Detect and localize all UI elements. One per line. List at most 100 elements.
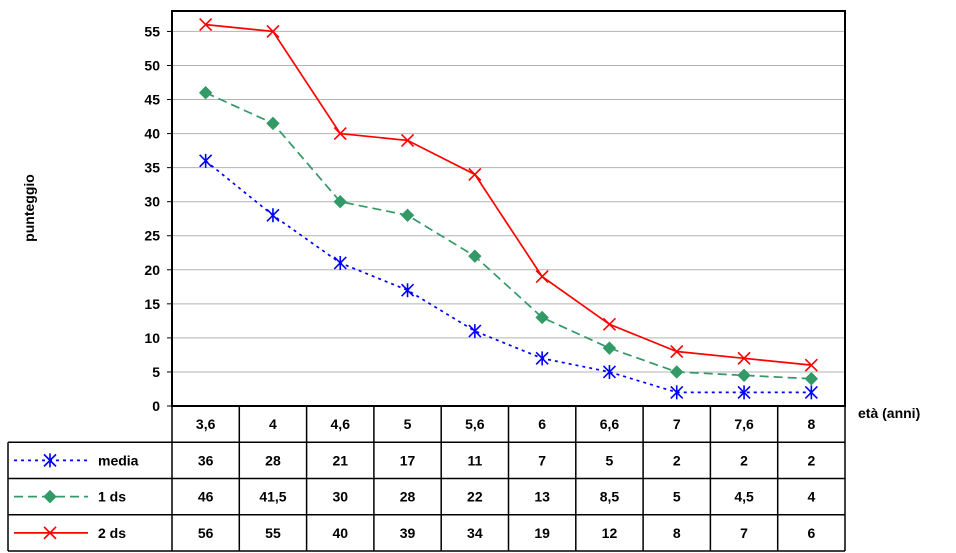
- x-marker: [266, 24, 280, 38]
- legend-label: 2 ds: [98, 525, 126, 541]
- table-cell: 5: [606, 452, 614, 468]
- asterisk-marker: [737, 385, 751, 400]
- asterisk-marker: [199, 153, 213, 168]
- table-cell: 21: [332, 452, 348, 468]
- y-axis-title: punteggio: [21, 174, 37, 242]
- diamond-marker: [400, 208, 415, 223]
- diamond-marker: [535, 310, 549, 325]
- table-cell: 7: [538, 452, 546, 468]
- x-tick-label: 5: [404, 416, 412, 432]
- asterisk-marker: [43, 453, 57, 468]
- x-marker: [400, 133, 415, 147]
- x-tick-label: 3,6: [196, 416, 216, 432]
- y-tick-label: 25: [144, 228, 160, 244]
- diamond-marker: [198, 86, 213, 100]
- x-marker: [602, 317, 617, 331]
- x-marker: [804, 358, 818, 372]
- asterisk-marker: [400, 283, 415, 298]
- x-tick-label: 6,6: [600, 416, 620, 432]
- y-tick-label: 20: [144, 262, 160, 278]
- x-marker: [468, 167, 482, 182]
- table-cell: 17: [400, 452, 416, 468]
- x-marker: [43, 526, 57, 540]
- y-axis-ticks: 0 5 10 15 20 25 30 35 40 45 50 55: [144, 23, 172, 414]
- table-cell: 46: [198, 489, 214, 505]
- table-cell: 41,5: [259, 489, 286, 505]
- series-line: [205, 91, 812, 380]
- y-tick-label: 55: [144, 23, 160, 39]
- x-marker: [333, 127, 347, 141]
- asterisk-marker: [535, 351, 549, 366]
- table-cell: 4,5: [734, 489, 754, 505]
- x-tick-label: 6: [538, 416, 546, 432]
- table-cell: 8,5: [600, 489, 620, 505]
- y-tick-label: 15: [144, 296, 160, 312]
- x-tick-label: 5,6: [465, 416, 485, 432]
- series-line: [205, 23, 812, 366]
- asterisk-marker: [804, 385, 818, 400]
- x-tick-label: 7,6: [734, 416, 754, 432]
- y-tick-label: 50: [144, 57, 160, 73]
- asterisk-marker: [468, 324, 482, 339]
- x-tick-label: 4,6: [331, 416, 351, 432]
- diamond-marker: [266, 116, 280, 131]
- x-marker: [199, 18, 213, 32]
- table-cell: 19: [534, 525, 550, 541]
- table-cell: 36: [198, 452, 214, 468]
- table-cell: 5: [673, 489, 681, 505]
- asterisk-marker: [266, 208, 280, 223]
- series-layer: [198, 18, 819, 400]
- y-tick-label: 45: [144, 92, 160, 108]
- table-cell: 2: [807, 452, 815, 468]
- asterisk-marker: [602, 364, 617, 379]
- y-tick-label: 40: [144, 126, 160, 142]
- diamond-marker: [43, 489, 57, 504]
- x-marker: [670, 344, 684, 359]
- diamond-marker: [333, 194, 347, 209]
- table-cell: 56: [198, 525, 214, 541]
- y-tick-label: 35: [144, 160, 160, 176]
- table-cell: 2: [740, 452, 748, 468]
- legend-label: 1 ds: [98, 489, 126, 505]
- table-cell: 34: [467, 525, 483, 541]
- table-cell: 22: [467, 489, 483, 505]
- y-tick-label: 0: [152, 398, 160, 414]
- table-cell: 4: [807, 489, 815, 505]
- table-cell: 30: [332, 489, 348, 505]
- table-cell: 13: [534, 489, 550, 505]
- asterisk-marker: [670, 385, 684, 400]
- y-tick-label: 10: [144, 330, 160, 346]
- diamond-marker: [670, 365, 684, 379]
- table-cell: 39: [400, 525, 416, 541]
- series-media: [199, 153, 818, 400]
- series-2-ds: [199, 18, 818, 372]
- table-cell: 8: [673, 525, 681, 541]
- series-1-ds: [198, 86, 819, 386]
- x-marker: [535, 270, 549, 284]
- grid-lines: [172, 30, 845, 373]
- legend-label: media: [98, 452, 139, 468]
- table-cell: 55: [265, 525, 281, 541]
- asterisk-marker: [333, 255, 347, 270]
- table-cell: 12: [602, 525, 618, 541]
- diamond-marker: [468, 249, 482, 263]
- diamond-marker: [804, 372, 819, 386]
- table-cell: 28: [400, 489, 416, 505]
- x-tick-label: 8: [807, 416, 815, 432]
- y-tick-label: 5: [152, 364, 160, 380]
- table-cell: 2: [673, 452, 681, 468]
- x-marker: [737, 351, 751, 365]
- x-tick-label: 7: [673, 416, 681, 432]
- diamond-marker: [602, 341, 617, 355]
- table-cell: 7: [740, 525, 748, 541]
- diamond-marker: [737, 368, 751, 383]
- series-line: [205, 160, 812, 394]
- x-tick-label: 4: [269, 416, 277, 432]
- x-axis-title: età (anni): [858, 405, 920, 421]
- table-cell: 28: [265, 452, 281, 468]
- table-cell: 11: [467, 452, 482, 468]
- y-tick-label: 30: [144, 194, 160, 210]
- table-cell: 40: [332, 525, 348, 541]
